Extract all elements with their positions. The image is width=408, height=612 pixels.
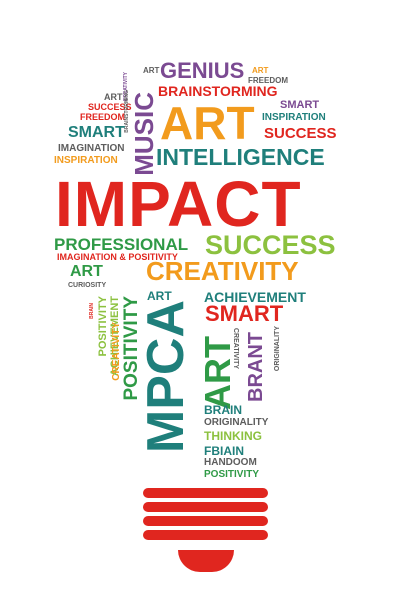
word-inspiration: INSPIRATION (262, 112, 326, 123)
word-art: ART (104, 92, 123, 102)
word-inspiration: INSPIRATION (54, 155, 118, 166)
word-impact: IMPACT (55, 168, 302, 240)
word-art: ART (70, 263, 103, 280)
word-brainstorming: BRAINSTORMING (158, 83, 278, 99)
word-handoom: HANDOOM (204, 457, 257, 468)
word-achievement: ACHIEVEMENT (204, 289, 306, 305)
word-curiosity: CURIOSITY (68, 282, 107, 289)
word-success: SUCCESS (88, 102, 132, 112)
word-intelligence: INTELLIGENCE (156, 144, 325, 170)
word-originality: ORIGINALITY (204, 417, 269, 428)
bulb-base-cap (178, 550, 234, 572)
word-fbiain: FBIAIN (204, 444, 244, 458)
bulb-base-stripe (143, 516, 268, 526)
word-professional: PROFESSIONAL (54, 235, 189, 254)
word-brant-vertical: BRANT (245, 332, 267, 402)
word-mpca-large: MPCA (137, 300, 195, 454)
word-imagination-positivity: IMAGINATION & POSITIVITY (57, 252, 178, 262)
word-success: SUCCESS (264, 125, 337, 142)
word-art-large: ART (160, 97, 255, 149)
word-creativity: CREATIVITY (146, 256, 299, 286)
word-positivity: POSITIVITY (204, 469, 260, 480)
bulb-base-stripe (143, 530, 268, 540)
word-creativity-vertical: CREATIVITY (232, 328, 239, 370)
word-genius: GENIUS (160, 58, 245, 83)
word-music: MUSIC (129, 92, 159, 176)
word-art-small: ART (147, 289, 172, 303)
word-art-vertical: ART (197, 336, 238, 410)
word-art: ART (143, 66, 160, 75)
word-freedom: FREEDOM (248, 76, 288, 85)
bulb-base-stripe (143, 488, 268, 498)
word-positivity-vertical: POSITIVITY (97, 296, 109, 357)
word-originality-vertical: ORIGINALITY (274, 326, 281, 372)
word-imagination: IMAGINATION (58, 143, 125, 154)
word-brain-vertical: BRAIN (89, 303, 95, 319)
word-smart: SMART (280, 99, 320, 111)
word-art: ART (252, 66, 269, 75)
word-smart: SMART (68, 124, 125, 141)
word-success-large: SUCCESS (205, 230, 336, 260)
bulb-base-stripe (143, 502, 268, 512)
word-freedom: FREEDOM (80, 112, 125, 122)
word-thinking: THINKING (204, 429, 262, 443)
word-brain: BRAIN (204, 403, 242, 417)
word-smart: SMART (205, 301, 284, 326)
